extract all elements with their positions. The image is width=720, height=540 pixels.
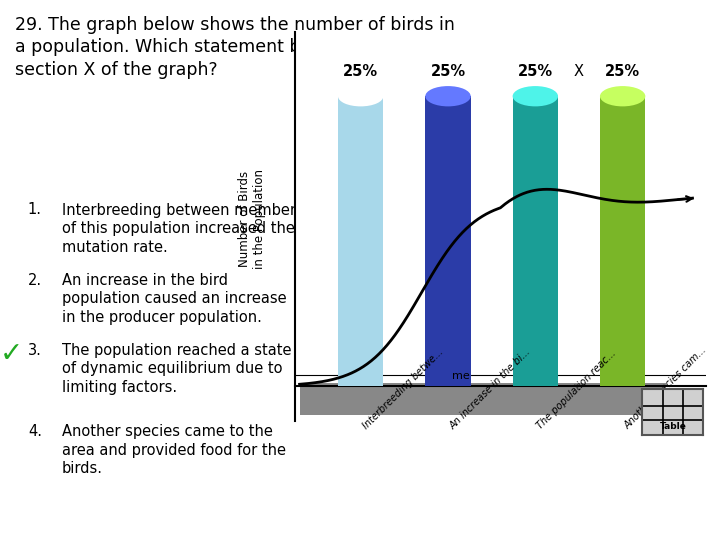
Bar xyxy=(600,96,645,387)
Text: Another species came to the
area and provided food for the
birds.: Another species came to the area and pro… xyxy=(62,424,286,476)
Ellipse shape xyxy=(426,86,471,106)
Bar xyxy=(426,96,471,387)
Text: 4.: 4. xyxy=(28,424,42,439)
Text: Interbreeding between members
of this population increased the
mutation rate.: Interbreeding between members of this po… xyxy=(62,202,304,255)
Text: 25%: 25% xyxy=(518,64,553,79)
Text: 25%: 25% xyxy=(605,64,640,79)
Ellipse shape xyxy=(513,379,558,394)
Text: The population reached a state
of dynamic equilibrium due to
limiting factors.: The population reached a state of dynami… xyxy=(62,343,292,395)
Bar xyxy=(338,96,383,387)
Text: me: me xyxy=(452,370,470,381)
Ellipse shape xyxy=(338,86,383,106)
Text: 3.: 3. xyxy=(28,343,42,358)
Text: 25%: 25% xyxy=(431,64,466,79)
Ellipse shape xyxy=(426,379,471,394)
Text: 29. The graph below shows the number of birds in
a population. Which statement b: 29. The graph below shows the number of … xyxy=(16,16,455,79)
Text: X: X xyxy=(574,64,584,79)
Bar xyxy=(513,96,558,387)
Text: Table: Table xyxy=(660,422,686,431)
Ellipse shape xyxy=(513,86,558,106)
Ellipse shape xyxy=(600,379,645,394)
Text: An increase in the bird
population caused an increase
in the producer population: An increase in the bird population cause… xyxy=(62,273,287,325)
Ellipse shape xyxy=(600,86,645,106)
Text: 1.: 1. xyxy=(28,202,42,218)
Bar xyxy=(300,383,666,415)
Text: ✓: ✓ xyxy=(0,340,23,368)
Text: 2.: 2. xyxy=(28,273,42,288)
Text: 25%: 25% xyxy=(343,64,378,79)
Text: The population reac...: The population reac... xyxy=(536,348,618,431)
Text: An increase in the bi...: An increase in the bi... xyxy=(448,346,533,431)
Text: Another species cam...: Another species cam... xyxy=(623,345,708,431)
Ellipse shape xyxy=(338,379,383,394)
Text: Interbreeding betwe...: Interbreeding betwe... xyxy=(361,347,445,431)
Y-axis label: Number of Birds
in the Population: Number of Birds in the Population xyxy=(238,169,266,269)
